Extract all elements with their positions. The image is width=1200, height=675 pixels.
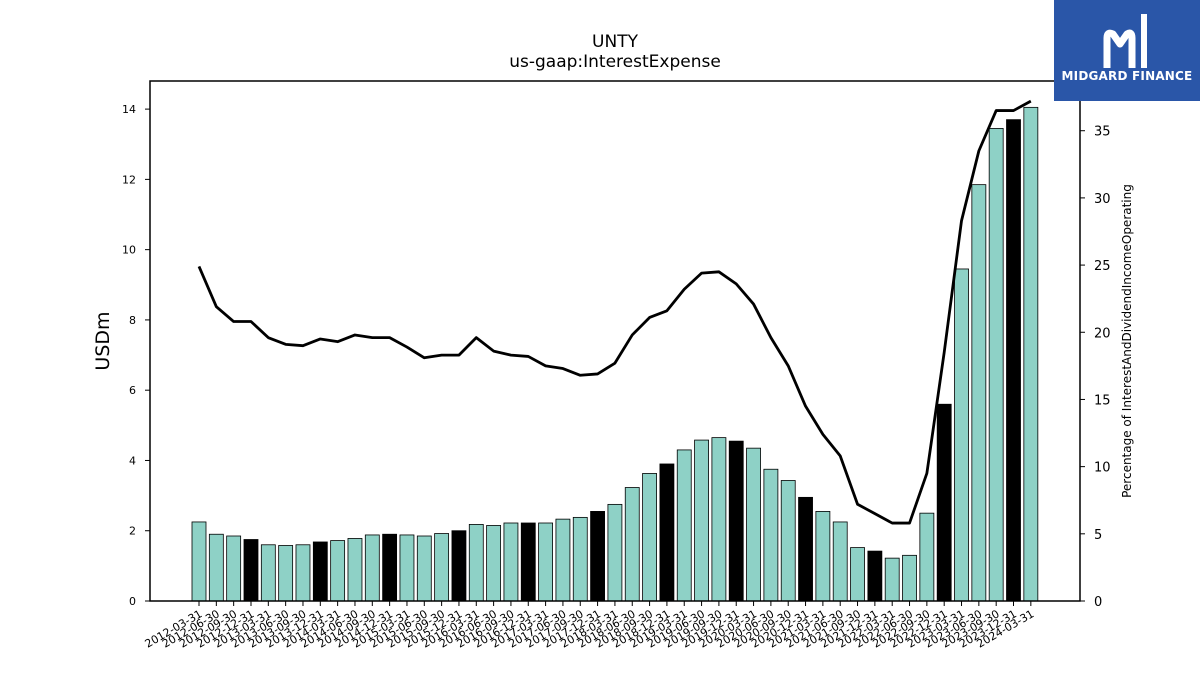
chart-bar	[746, 447, 761, 602]
brand-logo: MIDGARD FINANCE	[1054, 0, 1200, 101]
y2-tick-label: 20	[1094, 326, 1111, 341]
chart-bar	[954, 268, 969, 602]
y2-tick-label: 25	[1094, 259, 1111, 274]
y-tick-label: 10	[122, 244, 136, 257]
chart-bar	[936, 403, 952, 602]
logo-mark-icon	[1103, 14, 1147, 68]
y2-axis-label: Percentage of InterestAndDividendIncomeO…	[1120, 184, 1134, 498]
y-tick-label: 4	[129, 454, 136, 467]
chart-bar	[555, 518, 571, 602]
chart-bar	[208, 533, 224, 602]
chart-bar	[798, 496, 813, 602]
chart-bar	[399, 534, 415, 602]
logo-text: MIDGARD FINANCE	[1061, 69, 1193, 83]
chart-bar	[780, 480, 796, 602]
y-axis-label: USDm	[92, 311, 114, 370]
chart-bar	[330, 540, 346, 602]
chart-bar	[763, 468, 779, 602]
y-tick-label: 14	[122, 103, 136, 116]
chart-bar	[832, 521, 848, 602]
y-tick-label: 0	[129, 595, 136, 608]
chart-bar	[624, 487, 640, 602]
chart-bar	[451, 530, 467, 602]
y-tick-label: 8	[129, 314, 136, 327]
y2-tick-label: 30	[1094, 192, 1111, 207]
chart-bar	[659, 463, 675, 602]
chart-bar	[278, 545, 294, 602]
chart-bar	[243, 539, 259, 602]
chart-bar	[884, 557, 900, 602]
chart-bar	[988, 128, 1004, 602]
chart-bar	[902, 554, 917, 602]
chart-bar	[1023, 106, 1039, 602]
chart-bar	[382, 533, 398, 602]
chart-bar	[971, 184, 987, 602]
chart-bar	[642, 473, 657, 602]
y-tick-label: 2	[129, 525, 136, 538]
chart-series-line	[197, 99, 1032, 525]
chart-bar	[347, 538, 363, 602]
chart-bar	[728, 440, 744, 602]
chart-subtitle: us-gaap:InterestExpense	[509, 52, 721, 72]
chart-bar	[364, 534, 380, 602]
y2-tick-label: 35	[1094, 125, 1111, 140]
chart-bar	[590, 511, 605, 602]
y2-tick-label: 0	[1094, 595, 1102, 610]
chart-bar	[867, 550, 883, 602]
chart-bar	[1006, 119, 1021, 602]
y2-tick-label: 15	[1094, 393, 1111, 408]
y-tick-label: 12	[122, 173, 136, 186]
chart-bar	[312, 541, 328, 602]
chart-bar	[711, 437, 727, 602]
chart-bar	[191, 521, 207, 602]
chart-bar	[607, 503, 623, 602]
chart-bar	[850, 547, 865, 602]
chart-bar	[572, 516, 588, 602]
chart-bar	[694, 439, 709, 602]
chart-bar	[468, 524, 484, 602]
chart-bar	[676, 449, 692, 602]
chart-bar	[919, 512, 935, 602]
chart-bar	[226, 535, 242, 602]
chart-bar	[538, 522, 553, 602]
y2-tick-label: 5	[1094, 528, 1102, 543]
chart-bar	[486, 525, 502, 602]
y2-tick-label: 10	[1094, 461, 1111, 476]
chart-bar	[434, 533, 450, 602]
chart-bar	[295, 544, 311, 602]
chart-bar	[260, 544, 276, 602]
chart-bar	[416, 535, 432, 602]
chart-bar	[815, 511, 831, 602]
chart-bar	[520, 522, 536, 602]
chart-title: UNTY	[592, 32, 638, 52]
y-tick-label: 6	[129, 384, 136, 397]
chart-bar	[503, 522, 519, 602]
